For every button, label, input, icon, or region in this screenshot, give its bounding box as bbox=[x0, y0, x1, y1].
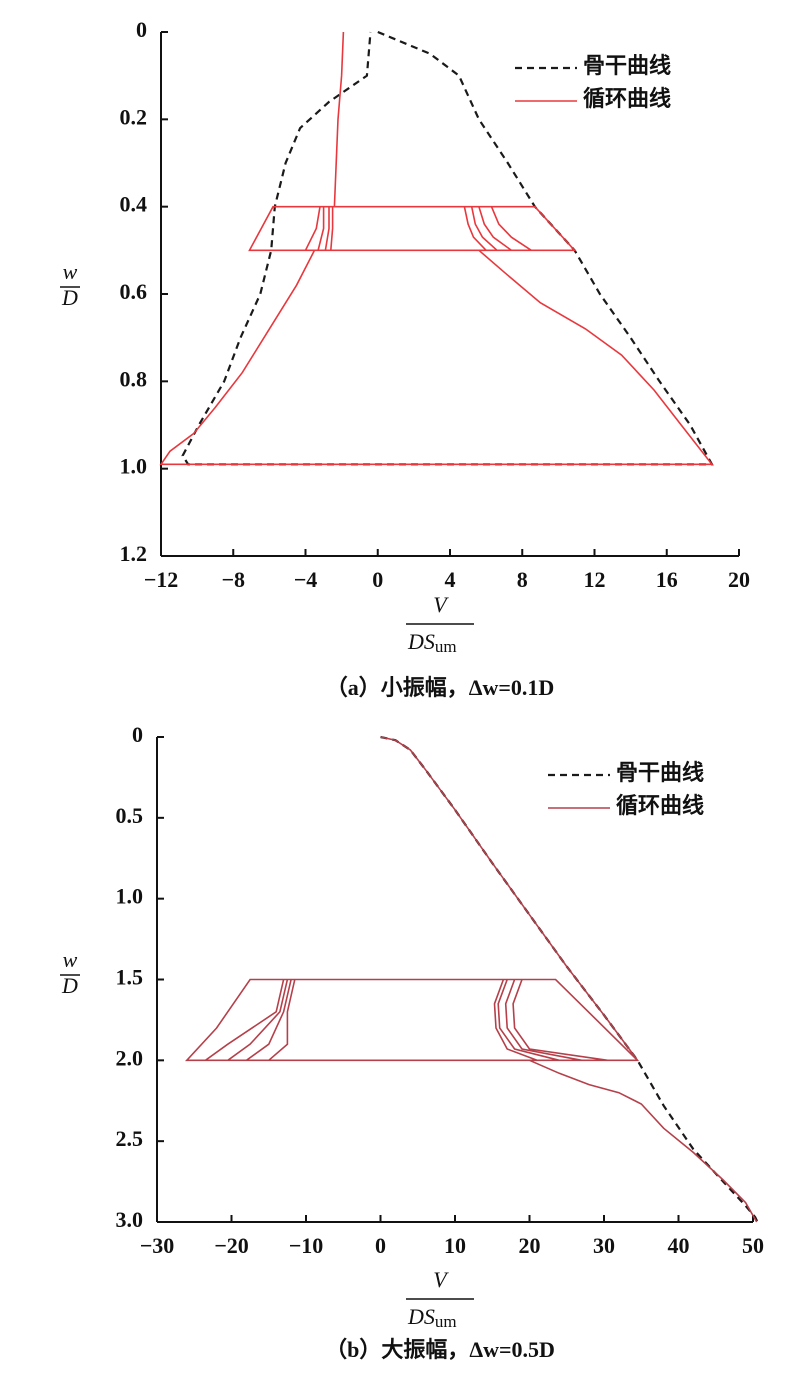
y-tick-label: 1.0 bbox=[120, 454, 148, 479]
x-tick-label: 30 bbox=[593, 1233, 615, 1258]
y-tick-label: 2.5 bbox=[116, 1126, 144, 1151]
y-tick-label: 0 bbox=[132, 722, 143, 747]
legend-label: 循环曲线 bbox=[616, 793, 704, 818]
y-tick-label: 3.0 bbox=[116, 1207, 144, 1232]
x-tick-label: 20 bbox=[728, 567, 750, 592]
x-tick-label: −20 bbox=[214, 1233, 249, 1258]
x-tick-label: −8 bbox=[221, 567, 245, 592]
x-label-denominator: DSum bbox=[407, 629, 457, 656]
y-tick-label: 0 bbox=[136, 17, 147, 42]
series-line bbox=[159, 31, 714, 466]
y-label-denominator: D bbox=[61, 973, 78, 998]
x-tick-label: 20 bbox=[519, 1233, 541, 1258]
x-tick-label: 4 bbox=[445, 567, 456, 592]
x-tick-label: 8 bbox=[517, 567, 528, 592]
y-label-denominator: D bbox=[61, 285, 78, 310]
x-tick-label: −30 bbox=[140, 1233, 175, 1258]
x-tick-label: −12 bbox=[144, 567, 179, 592]
x-tick-label: 40 bbox=[668, 1233, 690, 1258]
x-tick-label: −10 bbox=[289, 1233, 324, 1258]
x-label-numerator: V bbox=[433, 1267, 449, 1292]
y-tick-label: 0.6 bbox=[120, 279, 148, 304]
y-tick-label: 0.2 bbox=[120, 104, 148, 129]
legend-label: 骨干曲线 bbox=[583, 53, 671, 78]
x-tick-label: 12 bbox=[584, 567, 606, 592]
y-tick-label: 0.8 bbox=[120, 366, 148, 391]
legend-label: 骨干曲线 bbox=[616, 760, 704, 785]
x-label-denominator-text: DS bbox=[407, 629, 435, 654]
y-tick-label: 0.4 bbox=[120, 192, 148, 217]
series-line bbox=[184, 736, 758, 1223]
y-tick-label: 0.5 bbox=[116, 803, 144, 828]
caption: （b）大振幅，Δw=0.5D bbox=[325, 1337, 555, 1362]
x-tick-label: 10 bbox=[444, 1233, 466, 1258]
x-label-denominator: DSum bbox=[407, 1304, 457, 1331]
x-label-subscript: um bbox=[435, 637, 457, 656]
x-tick-label: 0 bbox=[375, 1233, 386, 1258]
x-label-denominator-text: DS bbox=[407, 1304, 435, 1329]
y-tick-label: 1.2 bbox=[120, 541, 148, 566]
x-tick-label: 16 bbox=[656, 567, 678, 592]
x-tick-label: −4 bbox=[294, 567, 318, 592]
caption: （a）小振幅，Δw=0.1D bbox=[326, 675, 555, 700]
y-tick-label: 2.0 bbox=[116, 1045, 144, 1070]
x-label-subscript: um bbox=[435, 1312, 457, 1331]
y-tick-label: 1.5 bbox=[116, 965, 144, 990]
x-label-numerator: V bbox=[433, 592, 449, 617]
x-tick-label: 0 bbox=[372, 567, 383, 592]
y-label-numerator: w bbox=[63, 947, 78, 972]
legend-label: 循环曲线 bbox=[583, 86, 671, 111]
y-label-numerator: w bbox=[63, 259, 78, 284]
y-tick-label: 1.0 bbox=[116, 884, 144, 909]
x-tick-label: 50 bbox=[742, 1233, 764, 1258]
